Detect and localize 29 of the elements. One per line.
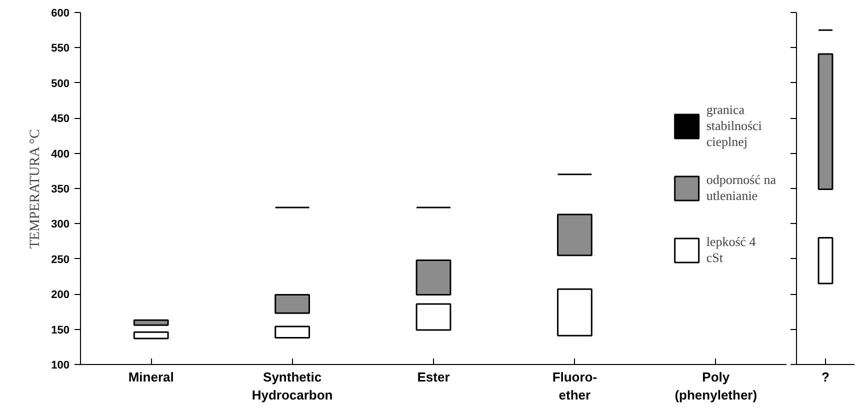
bar <box>274 326 310 338</box>
y-tick-label: 500 <box>51 78 70 90</box>
x-tick-label: ? <box>822 370 830 384</box>
legend-label: granica stabilności cieplnej <box>706 101 762 151</box>
bar <box>133 331 169 340</box>
y-tick-label: 100 <box>51 360 70 372</box>
x-tick-label: Mineral <box>128 370 174 384</box>
y-tick-label: 350 <box>51 184 70 196</box>
y-tick-label: 250 <box>51 254 70 266</box>
y-tick-label: 300 <box>51 218 70 231</box>
legend-label: lepkość 4 cSt <box>706 233 756 267</box>
bar <box>274 294 310 314</box>
legend-label: odporność na utlenianie <box>706 171 776 205</box>
bar <box>416 260 452 296</box>
x-tick-label: Poly (phenylether) <box>674 370 758 402</box>
bar <box>557 214 592 256</box>
bar <box>416 303 452 331</box>
y-tick-label: 150 <box>51 324 70 336</box>
bar <box>557 288 592 336</box>
y-tick-label: 400 <box>51 148 70 160</box>
y-tick-label: 550 <box>51 42 70 55</box>
y-tick-label: 200 <box>51 289 70 302</box>
x-tick-label: Synthetic Hydrocarbon <box>252 370 333 402</box>
bar <box>133 319 169 326</box>
y-tick-label: 450 <box>51 113 70 126</box>
x-tick-label: Ester <box>417 370 450 384</box>
x-tick-label: Fluoro- ether <box>552 370 598 402</box>
y-tick-label: 600 <box>51 8 70 20</box>
y-axis-title: TEMPERATURA °C <box>28 129 44 249</box>
